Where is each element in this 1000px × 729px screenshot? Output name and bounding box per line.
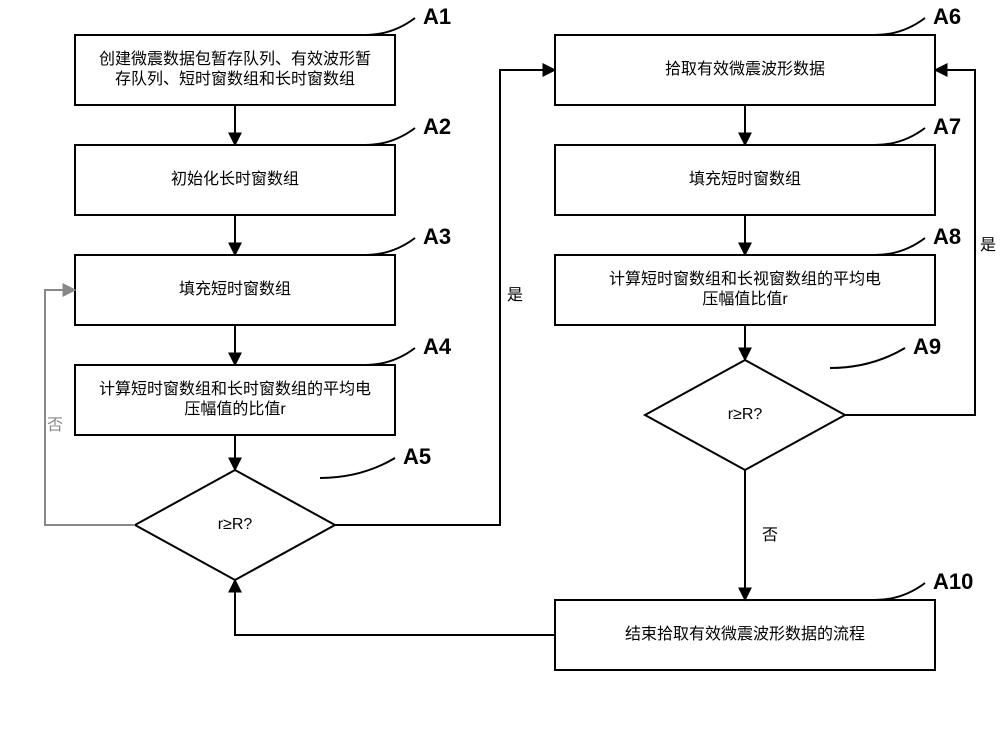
edge-label: 是	[980, 237, 996, 254]
node-text: 创建微震数据包暂存队列、有效波形暂	[99, 50, 371, 68]
node-text: r≥R?	[218, 516, 253, 533]
node-A10: 结束拾取有效微震波形数据的流程 A10	[555, 569, 973, 670]
node-A8: 计算短时窗数组和长视窗数组的平均电压幅值比值r A8	[555, 224, 961, 325]
node-label: A4	[423, 334, 452, 359]
node-label: A1	[423, 4, 451, 29]
node-text: 存队列、短时窗数组和长时窗数组	[115, 70, 355, 88]
node-label: A10	[933, 569, 973, 594]
node-A4: 计算短时窗数组和长时窗数组的平均电压幅值的比值r A4	[75, 334, 452, 435]
edge-label: 否	[762, 527, 778, 544]
callout	[830, 348, 905, 368]
node-A5: r≥R? A5	[135, 444, 431, 580]
edge-A10-A3	[235, 580, 555, 635]
node-text: 计算短时窗数组和长时窗数组的平均电	[99, 379, 371, 398]
node-label: A2	[423, 114, 451, 139]
node-text: 填充短时窗数组	[689, 170, 801, 188]
node-text: 结束拾取有效微震波形数据的流程	[625, 625, 865, 643]
callout	[320, 458, 395, 478]
edge-label: 否	[47, 417, 63, 434]
node-label: A6	[933, 4, 961, 29]
node-text: r≥R?	[728, 406, 763, 423]
node-label: A7	[933, 114, 961, 139]
node-label: A5	[403, 444, 431, 469]
edge-label: 是	[507, 287, 523, 304]
node-A9: r≥R? A9	[645, 334, 941, 470]
node-text: 拾取有效微震波形数据	[665, 60, 825, 78]
flowchart: 创建微震数据包暂存队列、有效波形暂存队列、短时窗数组和长时窗数组 A1 初始化长时窗…	[0, 0, 1000, 729]
node-text: 压幅值的比值r	[184, 400, 286, 418]
callout	[875, 238, 925, 255]
node-text: 压幅值比值r	[702, 290, 788, 308]
node-A6: 拾取有效微震波形数据 A6	[555, 4, 961, 105]
node-text: 计算短时窗数组和长视窗数组的平均电	[609, 269, 881, 288]
node-text: 填充短时窗数组	[179, 280, 291, 298]
node-label: A9	[913, 334, 941, 359]
node-A2: 初始化长时窗数组 A2	[75, 114, 451, 215]
callout	[875, 18, 925, 35]
node-A3: 填充短时窗数组 A3	[75, 224, 451, 325]
node-label: A8	[933, 224, 961, 249]
node-label: A3	[423, 224, 451, 249]
callout	[365, 348, 415, 365]
callout	[875, 128, 925, 145]
callout	[365, 238, 415, 255]
node-A1: 创建微震数据包暂存队列、有效波形暂存队列、短时窗数组和长时窗数组 A1	[75, 4, 451, 105]
callout	[365, 18, 415, 35]
node-text: 初始化长时窗数组	[171, 170, 299, 188]
callout	[365, 128, 415, 145]
callout	[875, 583, 925, 600]
node-A7: 填充短时窗数组 A7	[555, 114, 961, 215]
